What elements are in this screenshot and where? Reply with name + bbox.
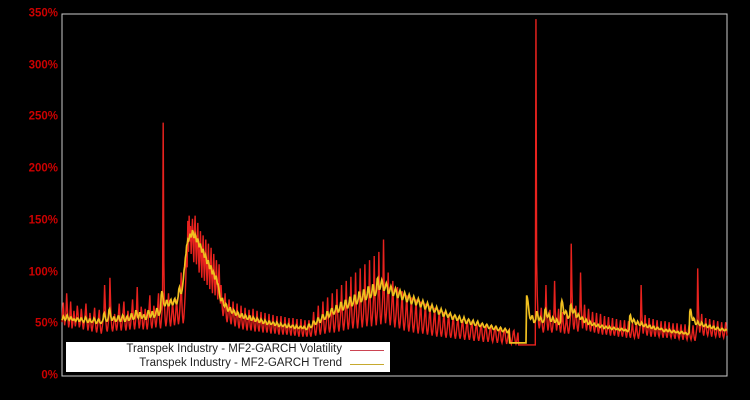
plot-frame <box>61 13 728 377</box>
y-tick-label: 200% <box>28 162 58 175</box>
y-tick-label: 250% <box>28 110 58 123</box>
legend-label-trend: Transpek Industry - MF2-GARCH Trend <box>139 357 342 370</box>
legend-swatch-trend <box>350 363 384 365</box>
y-tick-label: 0% <box>41 369 58 382</box>
y-tick-label: 50% <box>34 317 58 330</box>
y-tick-label: 300% <box>28 58 58 71</box>
y-tick-label: 150% <box>28 214 58 227</box>
legend-entry-volatility: Transpek Industry - MF2-GARCH Volatility <box>66 343 390 357</box>
chart-legend: Transpek Industry - MF2-GARCH Volatility… <box>66 342 390 372</box>
legend-entry-trend: Transpek Industry - MF2-GARCH Trend <box>66 357 390 371</box>
series-line <box>61 229 728 344</box>
legend-swatch-volatility <box>350 349 384 351</box>
series-layer <box>61 19 728 347</box>
y-tick-label: 100% <box>28 265 58 278</box>
series-line <box>61 19 728 347</box>
y-tick-label: 350% <box>28 7 58 20</box>
legend-label-volatility: Transpek Industry - MF2-GARCH Volatility <box>126 343 342 356</box>
y-axis-ticks: 350% 300% 250% 200% 150% 100% 50% 0% <box>0 0 58 400</box>
